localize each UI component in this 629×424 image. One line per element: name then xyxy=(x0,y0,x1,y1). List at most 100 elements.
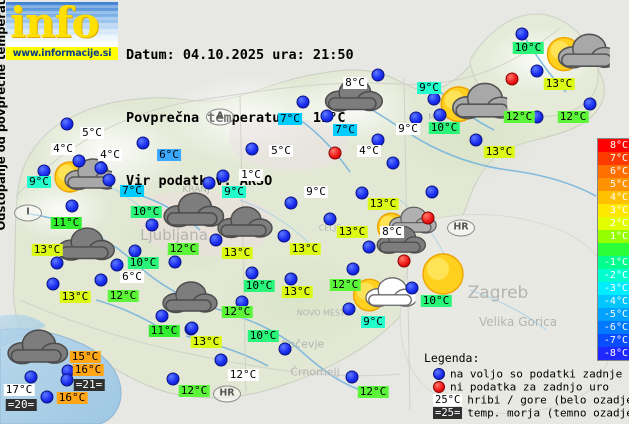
station-dot-available[interactable] xyxy=(102,173,116,187)
station-dot-available[interactable] xyxy=(60,117,74,131)
temperature-label[interactable]: 13°C xyxy=(221,246,253,259)
temperature-label[interactable]: 5°C xyxy=(80,126,104,139)
temperature-label[interactable]: 9°C xyxy=(222,185,246,198)
station-dot-available[interactable] xyxy=(40,390,54,404)
station-dot-available[interactable] xyxy=(583,97,597,111)
temperature-label[interactable]: 11°C xyxy=(50,216,82,229)
temperature-label[interactable]: 12°C xyxy=(357,385,389,398)
station-dot-available[interactable] xyxy=(214,353,228,367)
station-dot-available[interactable] xyxy=(185,321,199,335)
temperature-label[interactable]: 5°C xyxy=(269,144,293,157)
temperature-label[interactable]: 12°C xyxy=(178,384,210,397)
station-dot-available[interactable] xyxy=(24,370,38,384)
temperature-label[interactable]: 4°C xyxy=(357,144,381,157)
temperature-label[interactable]: 12°C xyxy=(503,110,535,123)
temperature-label[interactable]: 6°C xyxy=(120,270,144,283)
station-dot-available[interactable] xyxy=(145,218,159,232)
station-dot-available[interactable] xyxy=(345,370,359,384)
station-dot-available[interactable] xyxy=(469,133,483,147)
temperature-label[interactable]: 13°C xyxy=(31,243,63,256)
temperature-label[interactable]: 11°C xyxy=(148,324,180,337)
temperature-label[interactable]: 9°C xyxy=(396,122,420,135)
station-dot-available[interactable] xyxy=(216,169,230,183)
station-dot-available[interactable] xyxy=(371,68,385,82)
site-logo[interactable]: info www.informacije.si xyxy=(6,2,118,60)
station-dot-available[interactable] xyxy=(530,64,544,78)
station-dot-available[interactable] xyxy=(65,199,79,213)
station-dot-available[interactable] xyxy=(278,342,292,356)
temperature-label[interactable]: 13°C xyxy=(289,242,321,255)
station-dot-available[interactable] xyxy=(50,256,64,270)
station-dot-available[interactable] xyxy=(46,277,60,291)
station-dot-missing[interactable] xyxy=(328,146,342,160)
temperature-label[interactable]: 10°C xyxy=(512,41,544,54)
station-dot-available[interactable] xyxy=(209,233,223,247)
temperature-label[interactable]: 10°C xyxy=(243,279,275,292)
temperature-label[interactable]: 7°C xyxy=(278,112,302,125)
station-dot-available[interactable] xyxy=(166,372,180,386)
temperature-label[interactable]: 4°C xyxy=(51,142,75,155)
temperature-label[interactable]: 1°C xyxy=(239,168,263,181)
temperature-label[interactable]: 8°C xyxy=(343,76,367,89)
temperature-label[interactable]: =21= xyxy=(73,378,105,391)
station-dot-available[interactable] xyxy=(168,255,182,269)
station-dot-available[interactable] xyxy=(136,136,150,150)
station-dot-available[interactable] xyxy=(355,186,369,200)
station-dot-available[interactable] xyxy=(433,108,447,122)
temperature-label[interactable]: 10°C xyxy=(247,329,279,342)
station-dot-available[interactable] xyxy=(110,258,124,272)
station-dot-available[interactable] xyxy=(277,229,291,243)
temperature-label[interactable]: 13°C xyxy=(367,197,399,210)
temperature-label[interactable]: 16°C xyxy=(56,391,88,404)
temperature-label[interactable]: 10°C xyxy=(420,294,452,307)
temperature-label[interactable]: 17°C xyxy=(3,383,35,396)
station-dot-available[interactable] xyxy=(515,27,529,41)
temperature-label[interactable]: 4°C xyxy=(98,148,122,161)
temperature-label[interactable]: 13°C xyxy=(190,335,222,348)
temperature-label[interactable]: 12°C xyxy=(167,242,199,255)
station-dot-available[interactable] xyxy=(72,154,86,168)
temperature-label[interactable]: 9°C xyxy=(361,315,385,328)
station-dot-available[interactable] xyxy=(284,272,298,286)
temperature-label[interactable]: 8°C xyxy=(380,225,404,238)
temperature-label[interactable]: 9°C xyxy=(417,81,441,94)
station-dot-missing[interactable] xyxy=(505,72,519,86)
temperature-label[interactable]: 6°C xyxy=(157,148,181,161)
station-dot-available[interactable] xyxy=(405,281,419,295)
temperature-label[interactable]: 13°C xyxy=(336,225,368,238)
station-dot-available[interactable] xyxy=(284,196,298,210)
temperature-label[interactable]: 13°C xyxy=(543,77,575,90)
temperature-label[interactable]: 12°C xyxy=(329,278,361,291)
temperature-label[interactable]: 12°C xyxy=(557,110,589,123)
station-dot-available[interactable] xyxy=(245,142,259,156)
station-dot-available[interactable] xyxy=(60,373,74,387)
temperature-label[interactable]: =20= xyxy=(5,398,37,411)
station-dot-available[interactable] xyxy=(320,109,334,123)
temperature-label[interactable]: 15°C xyxy=(69,350,101,363)
station-dot-available[interactable] xyxy=(155,309,169,323)
temperature-label[interactable]: 7°C xyxy=(120,184,144,197)
temperature-label[interactable]: 9°C xyxy=(27,175,51,188)
station-dot-available[interactable] xyxy=(342,302,356,316)
temperature-label[interactable]: 10°C xyxy=(127,256,159,269)
temperature-label[interactable]: 10°C xyxy=(130,205,162,218)
station-dot-available[interactable] xyxy=(362,240,376,254)
station-dot-available[interactable] xyxy=(94,161,108,175)
temperature-label[interactable]: 13°C xyxy=(483,145,515,158)
temperature-label[interactable]: 9°C xyxy=(304,185,328,198)
temperature-label[interactable]: 13°C xyxy=(59,290,91,303)
temperature-label[interactable]: 10°C xyxy=(428,121,460,134)
temperature-label[interactable]: 12°C xyxy=(227,368,259,381)
station-dot-available[interactable] xyxy=(94,273,108,287)
station-dot-available[interactable] xyxy=(296,95,310,109)
temperature-label[interactable]: 12°C xyxy=(221,305,253,318)
station-dot-available[interactable] xyxy=(245,266,259,280)
station-dot-available[interactable] xyxy=(346,262,360,276)
station-dot-missing[interactable] xyxy=(421,211,435,225)
temperature-label[interactable]: 13°C xyxy=(281,285,313,298)
station-dot-available[interactable] xyxy=(427,92,441,106)
temperature-label[interactable]: 7°C xyxy=(333,123,357,136)
temperature-label[interactable]: 12°C xyxy=(107,289,139,302)
station-dot-available[interactable] xyxy=(386,156,400,170)
temperature-label[interactable]: 16°C xyxy=(72,363,104,376)
